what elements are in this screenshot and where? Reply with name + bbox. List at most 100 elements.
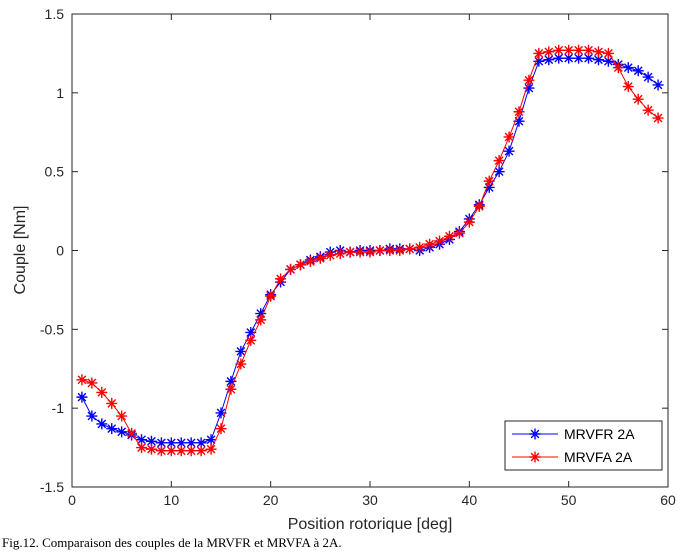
data-point-mrvfa-2a-shape — [563, 44, 575, 56]
data-point-mrvfr-2a-shape — [622, 62, 634, 74]
data-point-mrvfa-2a-shape — [354, 246, 366, 258]
data-point-mrvfr-2a-shape — [175, 437, 187, 449]
data-point-mrvfr-2a — [553, 52, 565, 64]
x-tick-label: 30 — [362, 492, 378, 508]
data-point-mrvfr-2a — [205, 434, 217, 446]
data-point-mrvfa-2a-shape — [424, 238, 436, 250]
data-point-mrvfa-2a-shape — [573, 44, 585, 56]
data-point-mrvfr-2a — [76, 391, 88, 403]
data-point-mrvfr-2a — [632, 65, 644, 77]
series-mrvfa-2a — [76, 44, 664, 457]
data-point-mrvfa-2a — [513, 106, 525, 118]
data-point-mrvfr-2a-shape — [136, 434, 148, 446]
data-point-mrvfr-2a-shape — [165, 437, 177, 449]
data-point-mrvfa-2a — [294, 259, 306, 271]
data-point-mrvfa-2a — [215, 423, 227, 435]
data-point-mrvfa-2a — [434, 235, 446, 247]
data-point-mrvfa-2a — [275, 273, 287, 285]
data-point-mrvfr-2a-shape — [195, 437, 207, 449]
data-point-mrvfa-2a-shape — [374, 245, 386, 256]
data-point-mrvfa-2a — [583, 44, 595, 56]
data-point-mrvfr-2a — [493, 166, 505, 178]
data-point-mrvfr-2a — [106, 423, 118, 435]
data-point-mrvfa-2a-shape — [86, 377, 98, 389]
data-point-mrvfr-2a — [185, 437, 197, 449]
data-point-mrvfa-2a-shape — [652, 112, 664, 124]
x-tick-label: 60 — [660, 492, 676, 508]
data-point-mrvfa-2a — [126, 427, 138, 439]
data-point-mrvfr-2a-shape — [225, 375, 237, 387]
data-point-mrvfr-2a — [215, 407, 227, 419]
data-point-mrvfa-2a-shape — [285, 263, 297, 275]
data-point-mrvfa-2a-shape — [334, 248, 346, 260]
data-point-mrvfa-2a — [205, 443, 217, 455]
data-point-mrvfa-2a — [255, 314, 267, 326]
data-point-mrvfa-2a-shape — [314, 252, 326, 264]
data-point-mrvfa-2a — [225, 383, 237, 395]
data-point-mrvfa-2a-shape — [106, 397, 118, 409]
data-point-mrvfr-2a — [573, 52, 585, 64]
y-tick-label: 0 — [56, 243, 64, 259]
data-point-mrvfa-2a — [145, 443, 157, 455]
data-point-mrvfa-2a — [374, 245, 386, 256]
data-point-mrvfr-2a — [483, 181, 495, 193]
legend-label-mrvfr-2a: MRVFR 2A — [564, 426, 635, 442]
data-point-mrvfa-2a-shape — [175, 445, 187, 457]
data-point-mrvfr-2a — [642, 71, 654, 83]
data-point-mrvfr-2a — [225, 375, 237, 387]
data-point-mrvfa-2a-shape — [602, 47, 614, 59]
data-point-mrvfa-2a — [622, 81, 634, 93]
data-point-mrvfa-2a-shape — [513, 106, 525, 118]
data-point-mrvfa-2a-shape — [434, 235, 446, 247]
data-point-mrvfa-2a — [503, 131, 515, 143]
data-point-mrvfa-2a — [245, 334, 257, 346]
legend-entries: MRVFR 2A MRVFA 2A — [512, 426, 635, 465]
data-point-mrvfa-2a-shape — [76, 374, 88, 386]
legend-box — [504, 420, 663, 471]
data-point-mrvfa-2a — [354, 246, 366, 258]
data-point-mrvfa-2a-shape — [493, 155, 505, 167]
data-point-mrvfa-2a — [106, 397, 118, 409]
data-point-mrvfr-2a-shape — [493, 166, 505, 178]
data-point-mrvfa-2a-shape — [453, 227, 465, 239]
data-point-mrvfa-2a — [473, 200, 485, 212]
data-point-mrvfa-2a — [394, 245, 406, 256]
legend-marker-mrvfr-2a-shape — [529, 428, 541, 440]
data-point-mrvfr-2a-shape — [602, 55, 614, 67]
data-point-mrvfa-2a — [314, 252, 326, 264]
data-point-mrvfa-2a-shape — [126, 427, 138, 439]
data-point-mrvfa-2a-shape — [116, 410, 128, 422]
data-point-mrvfa-2a — [116, 410, 128, 422]
data-point-mrvfr-2a-shape — [255, 308, 267, 320]
data-point-mrvfa-2a — [185, 445, 197, 457]
legend-marker-mrvfr-2a — [529, 428, 541, 440]
legend-entry-mrvfr-2a: MRVFR 2A — [512, 426, 635, 442]
data-point-mrvfr-2a-shape — [553, 52, 565, 64]
data-point-mrvfr-2a — [165, 437, 177, 449]
data-point-mrvfa-2a — [424, 238, 436, 250]
data-point-mrvfa-2a-shape — [533, 47, 545, 59]
data-point-mrvfr-2a-shape — [215, 407, 227, 419]
data-point-mrvfa-2a — [642, 104, 654, 116]
data-point-mrvfa-2a — [165, 445, 177, 457]
data-point-mrvfa-2a — [86, 377, 98, 389]
data-point-mrvfr-2a — [543, 54, 555, 66]
data-point-mrvfr-2a-shape — [503, 145, 515, 157]
data-point-mrvfa-2a-shape — [235, 358, 247, 370]
data-point-mrvfa-2a — [404, 243, 416, 255]
data-point-mrvfa-2a — [612, 62, 624, 74]
data-point-mrvfa-2a — [573, 44, 585, 56]
data-point-mrvfa-2a — [195, 445, 207, 457]
data-point-mrvfa-2a — [96, 386, 108, 398]
data-point-mrvfr-2a-shape — [632, 65, 644, 77]
data-point-mrvfa-2a-shape — [294, 259, 306, 271]
data-point-mrvfa-2a-shape — [364, 246, 376, 258]
data-point-mrvfa-2a-shape — [553, 44, 565, 56]
data-point-mrvfa-2a-shape — [622, 81, 634, 93]
data-point-mrvfr-2a — [652, 79, 664, 91]
data-point-mrvfa-2a — [364, 246, 376, 258]
data-point-mrvfa-2a-shape — [245, 334, 257, 346]
data-point-mrvfr-2a-shape — [96, 418, 108, 430]
y-axis-label: Couple [Nm] — [12, 206, 29, 295]
data-point-mrvfa-2a-shape — [225, 383, 237, 395]
